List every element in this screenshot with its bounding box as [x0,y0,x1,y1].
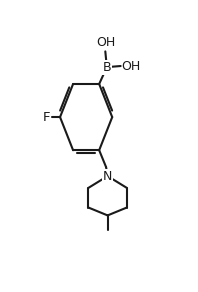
Text: N: N [103,170,112,182]
Text: F: F [43,111,50,124]
Text: B: B [103,61,111,74]
Text: OH: OH [121,60,141,72]
Text: OH: OH [96,36,115,49]
